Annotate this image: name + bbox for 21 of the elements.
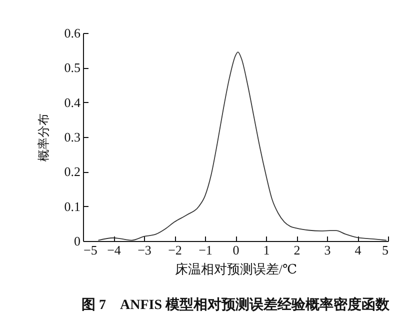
y-tick-label: 0.1 bbox=[64, 198, 80, 214]
y-tick-label: 0.4 bbox=[64, 94, 81, 110]
x-tick-label: 4 bbox=[354, 242, 362, 258]
x-tick-label: −4 bbox=[107, 242, 122, 258]
y-axis-title: 概率分布 bbox=[36, 114, 50, 162]
x-tick-label: −5 bbox=[84, 242, 98, 258]
y-tick-label: 0.2 bbox=[64, 164, 80, 180]
x-tick-label: 1 bbox=[263, 242, 270, 258]
x-tick-label: −3 bbox=[138, 242, 152, 258]
x-tick-label: 0 bbox=[232, 242, 240, 258]
y-tick-label: 0.3 bbox=[64, 130, 80, 144]
x-axis-title: 床温相对预测误差/℃ bbox=[174, 262, 298, 276]
x-tick-label: −1 bbox=[198, 242, 212, 258]
x-tick-label: 2 bbox=[294, 242, 300, 258]
line-series bbox=[98, 52, 387, 241]
y-tick-label: 0.6 bbox=[64, 26, 81, 40]
text: 图 7 ANFIS 模型相对预测误差经验概率密度函数 bbox=[81, 296, 390, 313]
y-tick-label: 0.5 bbox=[64, 60, 80, 76]
x-tick-label: 3 bbox=[324, 242, 331, 258]
x-tick-label: −2 bbox=[168, 242, 182, 258]
x-tick-label: 5 bbox=[382, 242, 388, 258]
